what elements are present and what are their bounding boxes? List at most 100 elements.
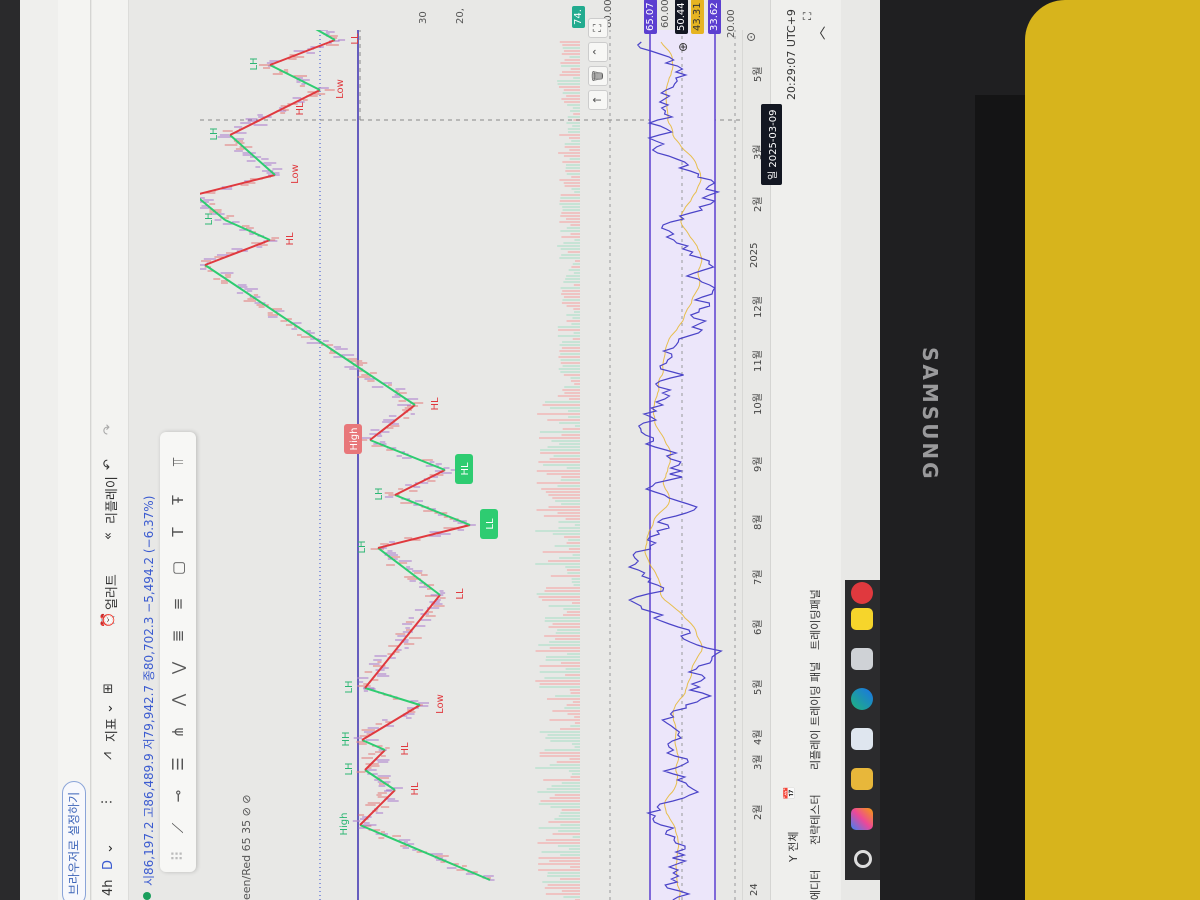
time-axis-label: 7월 xyxy=(753,569,764,585)
add-icon[interactable]: ⊕ xyxy=(676,41,690,52)
calendar-icon[interactable]: 📅 xyxy=(783,786,796,800)
horizontal-ray-icon[interactable]: ⊸ xyxy=(169,789,187,803)
zigzag-down-segment xyxy=(361,704,421,741)
pivot-label: LH xyxy=(209,127,220,140)
xabcd-pattern-icon[interactable]: ⋀ xyxy=(169,693,187,707)
pivot-label: HL xyxy=(430,397,441,411)
monitor-brand-logo: SAMSUNG xyxy=(918,347,942,482)
drag-handle-icon[interactable]: ⠿ xyxy=(169,850,187,862)
zigzag-down-segment xyxy=(229,109,281,136)
chevron-down-icon[interactable]: ⌄ xyxy=(101,703,116,714)
tab-trading-panel[interactable]: 트레이딩패널 xyxy=(809,589,822,650)
zigzag-down-segment xyxy=(394,469,446,496)
text-icon[interactable]: T xyxy=(169,527,187,537)
copilot-icon[interactable] xyxy=(851,808,873,830)
fib-extension-icon[interactable]: ≡ xyxy=(169,597,187,611)
zigzag-up-segment xyxy=(364,687,421,706)
set-default-browser-button[interactable]: 브라우저로 설정하기 xyxy=(62,780,86,900)
rsi-axis-20: 20.00 xyxy=(726,9,737,38)
indicators-button[interactable]: 지표 xyxy=(105,718,120,742)
alert-button[interactable]: 얼러트 xyxy=(105,574,120,610)
pivot-label: HH xyxy=(341,731,352,746)
time-axis-label: 5월 xyxy=(753,66,764,82)
zigzag-up-segment xyxy=(200,194,226,221)
kakaotalk-icon[interactable] xyxy=(851,608,873,630)
price-chart[interactable]: HighHLLHHLHHLowLHLLLHLLLHHLHighHLHHHLLHH… xyxy=(200,30,740,900)
zigzag-down-segment xyxy=(269,39,336,66)
zigzag-up-segment xyxy=(361,739,386,751)
tab-replay-trading-panel[interactable]: 리플레이 트레이딩 패널 xyxy=(809,661,822,770)
zigzag-up-segment xyxy=(269,64,321,91)
redo-icon[interactable]: ↷ xyxy=(101,424,116,435)
pivot-label: LL xyxy=(455,588,466,600)
edge-icon[interactable] xyxy=(851,688,873,710)
time-axis-label: 6월 xyxy=(753,619,764,635)
long-position-icon[interactable]: ⫪ xyxy=(169,457,187,467)
maximize-icon[interactable]: ⛶ xyxy=(588,18,608,38)
zigzag-down-segment xyxy=(377,524,471,549)
abcd-pattern-icon[interactable]: ⋁ xyxy=(169,661,187,675)
pitchfork-icon[interactable]: ⋔ xyxy=(169,725,187,739)
trend-line-icon[interactable]: ⟋ xyxy=(169,822,187,834)
rsi-band-high-tag: 65.07 xyxy=(644,0,657,34)
settings-icon[interactable]: ⊙ xyxy=(744,31,758,42)
pivot-label: High xyxy=(339,813,350,836)
rsi-value-tag: 50.44 xyxy=(675,0,688,34)
pivot-label: LL xyxy=(350,33,361,45)
fib-retracement-icon[interactable]: ≣ xyxy=(169,629,187,643)
trash-icon[interactable]: 🗑 xyxy=(588,66,608,86)
drawing-toolbar: ⠿ ⟋ ⊸ ☰ ⋔ ⋀ ⋁ ≣ ≡ ▢ T Ŧ ⫪ xyxy=(160,432,196,872)
zigzag-down-segment xyxy=(369,404,416,441)
chevron-up-icon[interactable]: ︿ xyxy=(812,26,828,40)
collapse-icon[interactable]: ⌃ xyxy=(588,42,608,62)
price-label-icon[interactable]: Ŧ xyxy=(169,495,187,505)
maximize-panel-icon[interactable]: ⛶ xyxy=(801,12,814,20)
time-axis-label: 5월 xyxy=(753,679,764,695)
store-icon[interactable] xyxy=(851,728,873,750)
ohlc-legend: 시86,197.2 고86,489.9 저79,942.7 종80,702.3 … xyxy=(142,495,156,886)
app-icon[interactable] xyxy=(851,648,873,670)
replay-icon[interactable]: « xyxy=(101,532,116,540)
layout-grid-icon[interactable]: ⊞ xyxy=(101,683,116,694)
time-axis-label: 4월 xyxy=(753,729,764,745)
move-up-icon[interactable]: ↑ xyxy=(588,90,608,110)
pivot-label: LH xyxy=(204,212,215,225)
time-axis-label: 2025 xyxy=(749,242,760,268)
alert-icon[interactable]: ⏰ xyxy=(101,611,116,628)
pivot-label: Low xyxy=(335,79,346,99)
candles-icon[interactable]: ⫶ xyxy=(98,800,116,804)
last-price-tag: 74. xyxy=(572,6,585,28)
start-icon[interactable] xyxy=(854,850,872,868)
vivaldi-icon[interactable] xyxy=(851,582,873,604)
parallel-channel-icon[interactable]: ☰ xyxy=(169,757,187,771)
pivot-label: HL xyxy=(295,102,306,116)
zigzag-down-segment xyxy=(200,174,276,196)
rectangle-icon[interactable]: ▢ xyxy=(169,560,187,576)
tab-editor[interactable]: 에디터 xyxy=(809,869,822,900)
pivot-label: HL xyxy=(410,782,421,796)
browser-tab-strip[interactable] xyxy=(20,0,59,900)
price-axis-label: 20, xyxy=(455,8,466,24)
zigzag-up-segment xyxy=(359,824,491,881)
pivot-label: LH xyxy=(344,762,355,775)
file-explorer-icon[interactable] xyxy=(851,768,873,790)
indicators-icon[interactable]: ⩘ xyxy=(99,752,115,760)
time-axis-label: 9월 xyxy=(753,456,764,472)
undo-icon[interactable]: ↶ xyxy=(101,459,116,470)
pivot-label: LH xyxy=(344,680,355,693)
zigzag-down-segment xyxy=(279,89,321,111)
market-status-dot xyxy=(143,892,151,900)
pivot-label: Low xyxy=(435,694,446,714)
pivot-label: HL xyxy=(460,462,471,476)
clock-time[interactable]: 20:29:07 UTC+9 xyxy=(785,9,798,100)
replay-button[interactable]: 리플레이 xyxy=(105,476,120,524)
tab-strategy-tester[interactable]: 전략테스터 xyxy=(809,794,822,845)
chevron-down-icon[interactable]: ⌄ xyxy=(101,843,116,854)
interval-selector[interactable]: 4h xyxy=(101,879,116,896)
chart-type-selector[interactable]: D xyxy=(101,859,116,870)
time-axis-label: 3월 xyxy=(753,754,764,770)
zigzag-down-segment xyxy=(364,594,441,689)
rsi-line xyxy=(627,41,723,900)
range-selector[interactable]: Y 전체 xyxy=(787,831,800,862)
browser-banner xyxy=(58,0,91,900)
